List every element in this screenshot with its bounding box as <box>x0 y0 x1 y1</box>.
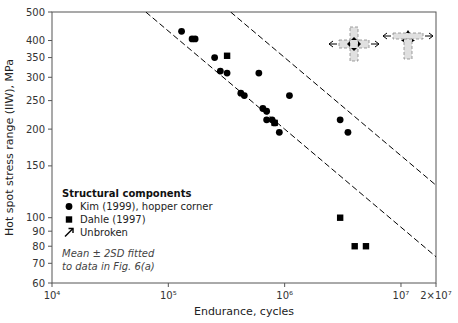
sketch-weld <box>351 37 357 40</box>
y-tick-label: 60 <box>32 278 45 289</box>
legend-title: Structural components <box>62 188 191 199</box>
y-tick <box>48 100 52 101</box>
y-tick-label: 80 <box>32 241 45 252</box>
y-tick <box>48 217 52 218</box>
y-tick-label: 70 <box>32 258 45 269</box>
legend-marker <box>65 229 73 237</box>
y-tick <box>48 283 52 284</box>
y-tick-label: 90 <box>32 226 45 237</box>
sketch-plate <box>404 39 412 59</box>
x-tick <box>436 283 437 287</box>
data-point <box>351 243 357 249</box>
y-tick-label: 350 <box>26 52 45 63</box>
data-point <box>178 28 185 35</box>
x-tick <box>168 283 169 287</box>
sketch-weld <box>412 39 415 42</box>
y-tick <box>48 40 52 41</box>
legend-label: Kim (1999), hopper corner <box>80 201 214 212</box>
plot-frame <box>52 12 436 283</box>
y-tick <box>48 77 52 78</box>
data-point <box>192 36 199 43</box>
y-tick <box>48 263 52 264</box>
data-point <box>224 70 231 77</box>
sketch-plate <box>393 33 423 39</box>
x-tick <box>52 283 53 287</box>
data-point <box>276 129 283 136</box>
y-axis-label: Hot spot stress range (IIW), MPa <box>3 59 16 236</box>
data-point <box>211 54 218 61</box>
data-marks <box>146 12 436 257</box>
legend-marker <box>66 203 73 210</box>
y-tick-label: 200 <box>26 124 45 135</box>
data-point <box>337 215 343 221</box>
sketch-plate <box>350 27 358 61</box>
sketch-weld <box>358 41 361 47</box>
sketch-arrow-head <box>383 33 387 39</box>
sketch-arrow-head <box>329 41 333 47</box>
sketch-arrow-head <box>429 33 433 39</box>
y-tick <box>48 12 52 13</box>
y-tick-label: 100 <box>26 212 45 223</box>
y-tick <box>48 231 52 232</box>
x-tick <box>284 283 285 287</box>
arrow-shaft <box>65 229 73 237</box>
y-tick-label: 300 <box>26 72 45 83</box>
y-tick-label: 250 <box>26 95 45 106</box>
note-text: Mean ± 2SD fitted <box>62 248 155 259</box>
data-point <box>337 116 344 123</box>
data-point <box>345 129 352 136</box>
axes: 10⁴ 10⁵ 10⁶ 10⁷ 2×10⁷ 60 70 80 90 100 150 200 250 300… <box>26 7 452 302</box>
legend-label: Dahle (1997) <box>80 214 146 225</box>
x-tick-label: 10⁶ <box>276 290 293 301</box>
y-tick <box>48 165 52 166</box>
data-point <box>255 70 262 77</box>
x-tick <box>400 283 401 287</box>
sketch-weld <box>401 39 404 42</box>
sketch-weld <box>347 41 350 47</box>
x-tick-label: 10⁵ <box>160 290 177 301</box>
sketch-weld <box>351 48 357 51</box>
legend: Structural components Kim (1999), hopper … <box>62 188 214 272</box>
y-tick <box>48 246 52 247</box>
data-point <box>224 53 230 59</box>
sketch-weld <box>406 30 410 33</box>
y-tick <box>48 129 52 130</box>
x-tick-label: 10⁷ <box>393 290 410 301</box>
sn-line <box>231 12 436 185</box>
x-tick-label: 2×10⁷ <box>420 290 451 301</box>
sketch-arrow-head <box>375 41 379 47</box>
specimen-sketches <box>329 27 433 61</box>
y-tick <box>48 57 52 58</box>
x-tick-label: 10⁴ <box>44 290 61 301</box>
legend-marker <box>66 216 72 222</box>
arrow-head <box>69 229 74 234</box>
y-tick-label: 150 <box>26 160 45 171</box>
y-tick-label: 400 <box>26 35 45 46</box>
note-text: to data in Fig. 6(a) <box>62 261 155 272</box>
sn-line <box>146 12 436 257</box>
y-tick-label: 500 <box>26 7 45 18</box>
legend-label: Unbroken <box>80 227 128 238</box>
chart: 10⁴ 10⁵ 10⁶ 10⁷ 2×10⁷ 60 70 80 90 100 150 200 250 300… <box>0 0 458 323</box>
data-point <box>363 243 369 249</box>
data-point <box>286 92 293 99</box>
x-axis-label: Endurance, cycles <box>194 305 294 318</box>
